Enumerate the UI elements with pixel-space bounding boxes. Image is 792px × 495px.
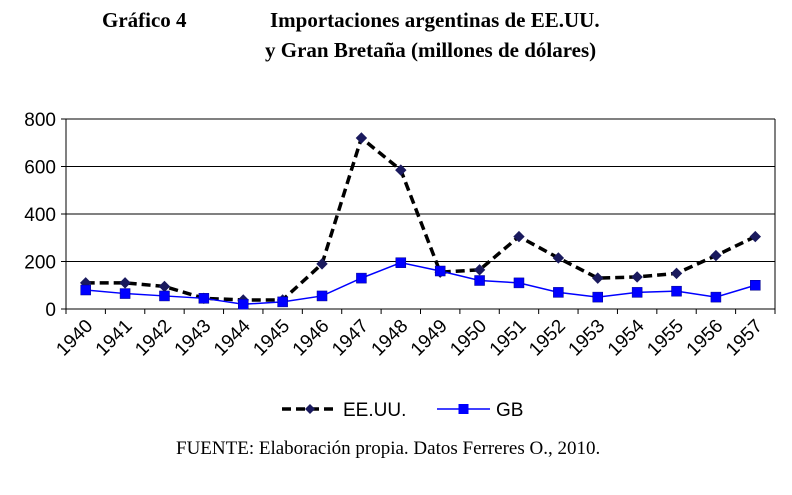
data-point-square: [80, 284, 91, 296]
series-ee-uu: [79, 132, 762, 306]
data-point-square: [238, 299, 249, 310]
data-point-square: [513, 277, 525, 289]
series-line: [85, 261, 756, 306]
series-line: [85, 135, 757, 302]
x-tick-label: 1941: [92, 316, 137, 361]
data-point-diamond: [749, 230, 762, 243]
data-point-square: [750, 280, 761, 291]
data-point-square: [198, 293, 210, 304]
x-tick-label: 1948: [368, 316, 413, 361]
legend-entry-gb: GB: [437, 400, 523, 421]
data-point-square: [395, 257, 407, 268]
legend-marker-square: [458, 404, 469, 414]
grid-lines: [66, 118, 775, 262]
x-tick-label: 1946: [289, 316, 334, 361]
data-point-square: [474, 275, 485, 286]
chart-title-line-2: y Gran Bretaña (millones de dólares): [265, 38, 597, 62]
chart-title-line-1: Importaciones argentinas de EE.UU.: [270, 8, 600, 32]
data-point-diamond: [119, 277, 131, 289]
data-point-diamond: [631, 271, 643, 283]
data-point-diamond: [355, 132, 368, 144]
x-tick-label: 1956: [683, 316, 728, 361]
x-tick-label: 1951: [486, 316, 531, 361]
data-point-diamond: [670, 267, 683, 280]
data-point-square: [316, 290, 328, 302]
data-point-square: [434, 265, 446, 277]
data-point-square: [553, 287, 564, 298]
data-point-diamond: [158, 280, 171, 293]
x-tick-label: 1943: [171, 316, 216, 361]
y-tick-label: 0: [45, 300, 56, 321]
x-tick-label: 1947: [328, 316, 373, 361]
axes: [61, 118, 776, 314]
x-tick-label: 1942: [131, 316, 176, 361]
data-point-square: [277, 296, 288, 308]
legend-label: EE.UU.: [343, 400, 406, 421]
x-tick-label: 1957: [722, 316, 767, 361]
data-point-square: [671, 285, 682, 297]
legend-entry-ee-uu: EE.UU.: [282, 400, 406, 421]
data-series: [79, 132, 762, 310]
source-note: FUENTE: Elaboración propia. Datos Ferrer…: [176, 438, 601, 459]
legend-label: GB: [496, 400, 523, 421]
x-tick-label: 1944: [210, 315, 255, 360]
x-tick-label: 1950: [446, 316, 491, 361]
data-point-diamond: [552, 252, 565, 264]
figure-label: Gráfico 4: [102, 8, 187, 32]
legend: EE.UU. GB: [282, 400, 523, 421]
data-point-square: [159, 290, 170, 302]
x-tick-label: 1952: [525, 316, 570, 361]
data-point-diamond: [395, 164, 407, 176]
y-axis-tick-labels: 0 200 400 600 800: [24, 110, 56, 321]
x-axis-tick-labels: 1940194119421943194419451946194719481949…: [52, 315, 766, 360]
data-point-diamond: [710, 249, 722, 262]
data-point-diamond: [316, 258, 328, 270]
x-tick-label: 1949: [407, 316, 452, 361]
legend-marker-diamond: [305, 404, 315, 414]
y-tick-label: 800: [24, 110, 56, 131]
x-tick-label: 1945: [249, 316, 294, 361]
y-tick-label: 600: [24, 158, 56, 179]
data-point-square: [710, 291, 722, 303]
x-tick-label: 1953: [565, 316, 610, 361]
x-tick-label: 1940: [52, 316, 97, 361]
data-point-diamond: [592, 272, 604, 284]
data-point-diamond: [473, 264, 486, 276]
series-gb: [80, 257, 761, 310]
y-tick-label: 400: [24, 205, 56, 226]
x-tick-label: 1955: [643, 316, 688, 361]
data-point-square: [592, 291, 603, 303]
y-tick-label: 200: [24, 253, 56, 274]
x-tick-label: 1954: [604, 315, 649, 360]
data-point-square: [631, 287, 643, 298]
data-point-square: [356, 272, 367, 284]
data-point-square: [119, 288, 131, 299]
data-point-diamond: [513, 230, 525, 243]
